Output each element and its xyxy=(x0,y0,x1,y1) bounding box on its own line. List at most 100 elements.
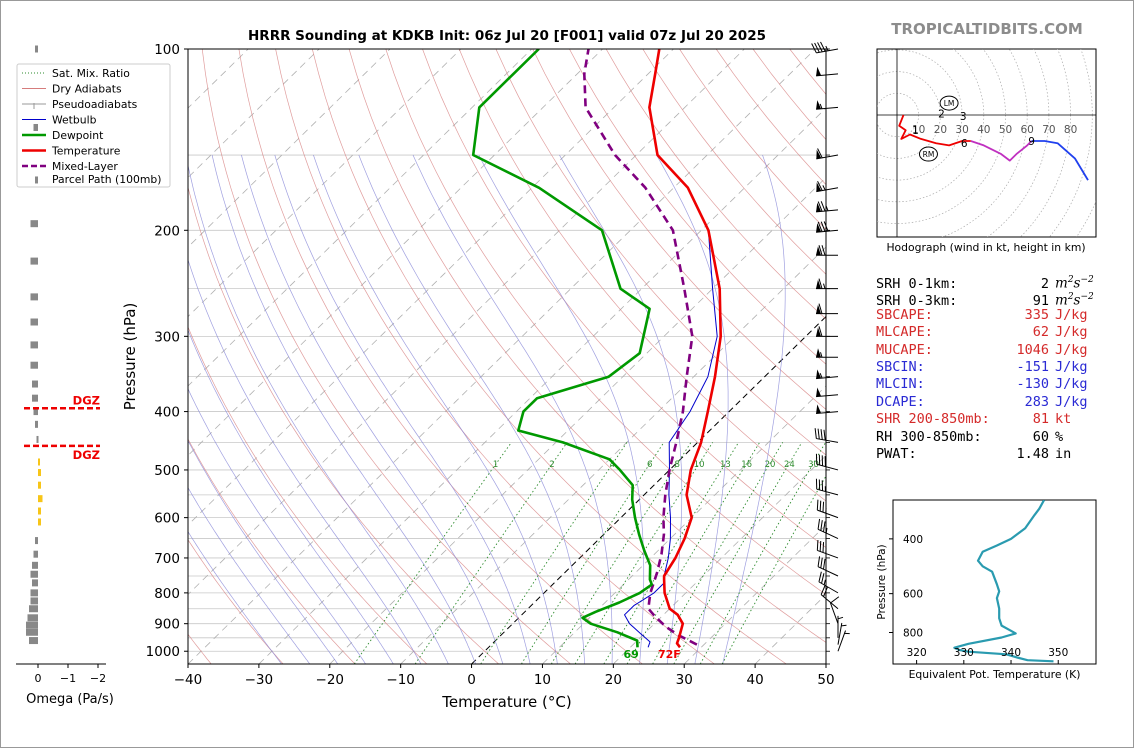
wind-barb-full xyxy=(821,573,825,584)
parameter-value: -130 xyxy=(1016,376,1049,393)
omega-x-tick-label: −2 xyxy=(90,672,106,685)
wind-barb-shaft xyxy=(837,622,843,645)
parameter-unit: kt xyxy=(1055,411,1072,428)
parameter-label: SRH 0-3km: xyxy=(876,292,958,309)
mixing-ratio-label: 6 xyxy=(647,460,652,470)
pseudoadiabat xyxy=(470,651,477,664)
isotherm-line xyxy=(188,49,320,179)
legend-box xyxy=(16,63,171,188)
x-tick-label: −30 xyxy=(245,672,274,688)
pseudoadiabat xyxy=(188,163,443,652)
omega-bar xyxy=(36,435,39,443)
pseudoadiabat xyxy=(188,531,273,652)
omega-x-axis-label: Omega (Pa/s) xyxy=(26,692,114,707)
wind-barb-shaft xyxy=(816,154,839,160)
omega-bar xyxy=(32,380,38,388)
pseudoadiabat xyxy=(188,388,358,652)
dry-adiabat xyxy=(605,49,826,320)
dry-adiabat xyxy=(275,49,715,664)
omega-bar xyxy=(38,469,41,477)
wind-barb-full xyxy=(820,557,823,569)
wind-barb-half xyxy=(837,616,844,620)
omega-bar xyxy=(26,628,38,636)
omega-bar xyxy=(26,621,38,629)
wind-barb-full xyxy=(816,539,819,551)
parameter-unit: % xyxy=(1055,428,1064,445)
parameter-unit: m2s−2 xyxy=(1055,289,1094,310)
wind-barb-full xyxy=(820,221,826,232)
mixing-ratio-label: 16 xyxy=(741,460,752,470)
omega-bar xyxy=(30,361,38,369)
theta-e-x-tick-label: 350 xyxy=(1048,647,1068,659)
surface-dewpoint-label: 69 xyxy=(623,648,638,661)
isotherm-line xyxy=(188,49,816,664)
wind-barb xyxy=(816,181,839,193)
omega-x-tick-label: 0 xyxy=(35,672,42,685)
unit-exponent: −2 xyxy=(1080,292,1094,303)
wind-barb-flag xyxy=(816,348,821,358)
mixing-ratio-line xyxy=(626,442,761,664)
wind-barb-full xyxy=(820,429,823,440)
wind-barb-full xyxy=(818,245,823,256)
hodograph-height-label: 6 xyxy=(961,138,968,150)
isotherm-line xyxy=(613,454,826,664)
wind-barb xyxy=(816,539,839,559)
wind-barb xyxy=(818,571,839,594)
pseudoadiabat xyxy=(300,651,311,664)
dry-adiabat xyxy=(458,49,826,502)
pseudoadiabat xyxy=(385,651,394,664)
wind-barb-full xyxy=(817,518,821,530)
wind-barb-full xyxy=(811,43,817,54)
wind-barb xyxy=(814,428,839,443)
wind-barb-shaft xyxy=(816,73,839,77)
wind-barb-half xyxy=(822,185,826,191)
parameter-label: MLCAPE: xyxy=(876,324,933,341)
y-tick-label: 900 xyxy=(154,617,180,633)
pseudoadiabat xyxy=(413,651,422,664)
omega-bar xyxy=(35,176,38,184)
wind-barb xyxy=(837,630,850,652)
theta-e-y-tick-label: 400 xyxy=(903,534,923,546)
wind-barb-shaft xyxy=(817,566,839,577)
pseudoadiabat xyxy=(241,154,500,652)
omega-bar xyxy=(32,561,38,569)
wind-barb-full xyxy=(822,586,829,597)
wind-barb-shaft xyxy=(816,438,839,443)
hodograph-ring-label: 20 xyxy=(934,124,947,136)
parameter-unit: J/kg xyxy=(1055,393,1088,410)
omega-bar xyxy=(29,605,38,613)
wind-barb-flag xyxy=(816,387,822,397)
mixing-ratio-line xyxy=(480,442,628,664)
surface-temperature-label: 72F xyxy=(658,648,681,661)
wind-barb-shaft xyxy=(816,394,839,398)
parameter-value: 335 xyxy=(1024,306,1049,323)
dry-adiabat xyxy=(348,49,826,643)
sounding-parameters-table: SRH 0-1km: 2 m2s−2 SRH 0-3km: 91 m2s−2 SBCAPE:… xyxy=(876,272,1094,463)
wind-barb-flag xyxy=(816,182,822,192)
legend-label: Mixed-Layer xyxy=(52,160,118,173)
theta-e-y-axis-label: Pressure (hPa) xyxy=(876,544,888,619)
parameter-row: SBCAPE: 335 J/kg xyxy=(876,307,1094,324)
omega-bar xyxy=(33,123,38,131)
x-tick-label: 10 xyxy=(534,672,551,688)
wind-barb xyxy=(816,201,839,213)
unit-part: s xyxy=(1073,292,1081,309)
parameter-label: SBCAPE: xyxy=(876,306,933,323)
wind-barb-full xyxy=(820,584,826,595)
wind-barb-full xyxy=(816,499,819,511)
dry-adiabat xyxy=(188,326,428,664)
wind-barbs xyxy=(811,41,850,652)
hodograph-height-label: 3 xyxy=(960,111,967,123)
parameter-unit: in xyxy=(1055,445,1072,462)
wind-barb-half xyxy=(820,352,823,358)
wind-barb-shaft xyxy=(817,509,839,519)
hodograph-storm-marker: LM xyxy=(939,95,959,111)
wind-barb xyxy=(837,615,844,638)
omega-x-tick-label: −1 xyxy=(60,672,76,685)
wind-barb xyxy=(816,387,839,398)
unit-part: s xyxy=(1073,275,1081,292)
legend-label: Sat. Mix. Ratio xyxy=(52,67,130,80)
hodograph-ring-label: 40 xyxy=(977,124,990,136)
pseudoadiabat xyxy=(188,487,301,652)
